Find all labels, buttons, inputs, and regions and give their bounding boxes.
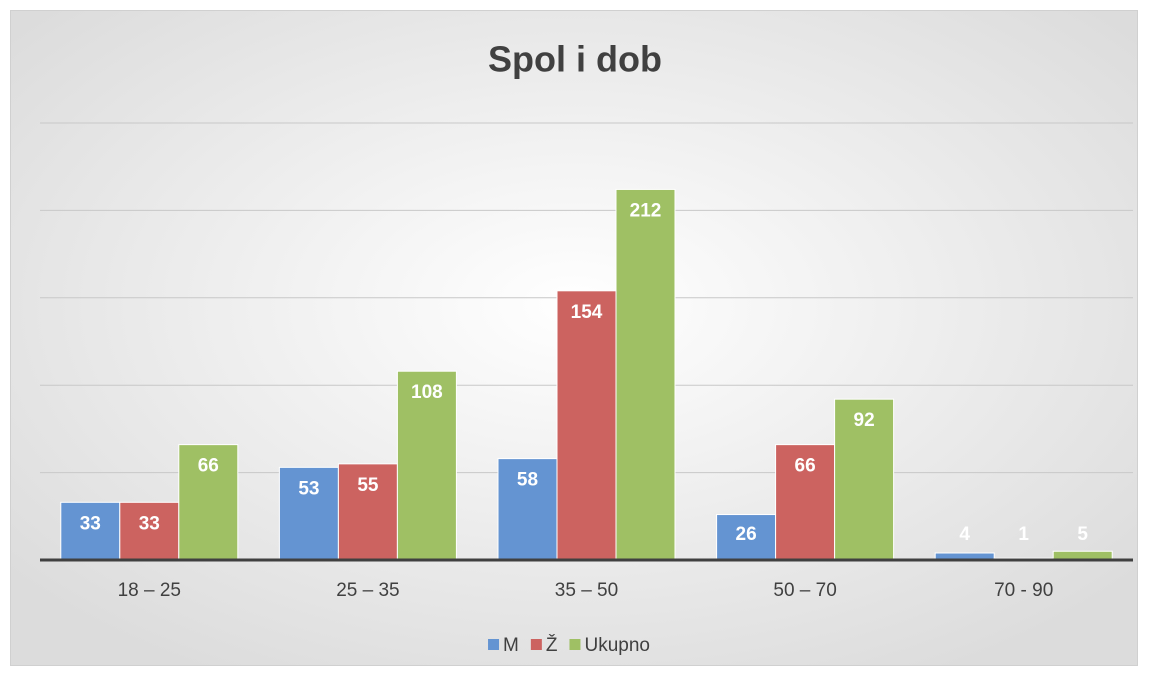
chart-title: Spol i dob [488, 39, 662, 80]
data-label: 108 [411, 382, 443, 403]
data-label: 66 [795, 456, 816, 477]
x-tick-label: 18 – 25 [118, 580, 181, 601]
x-tick-label: 25 – 35 [336, 580, 399, 601]
bar [119, 501, 180, 561]
data-label: 5 [1077, 524, 1088, 545]
bar [716, 514, 777, 561]
data-label: 33 [139, 513, 160, 534]
legend-swatch [488, 639, 500, 650]
legend-label: Ž [546, 634, 558, 656]
data-label: 92 [854, 410, 875, 431]
legend-swatch [569, 639, 581, 650]
bar [178, 444, 239, 561]
bar [556, 290, 617, 561]
data-label: 1 [1018, 524, 1029, 545]
bar [775, 444, 836, 561]
x-tick-label: 35 – 50 [555, 580, 618, 601]
data-label: 33 [80, 513, 101, 534]
x-tick-label: 70 - 90 [994, 580, 1053, 601]
data-label: 212 [630, 200, 662, 221]
data-label: 53 [298, 478, 319, 499]
bar [60, 501, 121, 561]
x-tick-label: 50 – 70 [773, 580, 836, 601]
data-label: 58 [517, 470, 538, 491]
bar [615, 188, 676, 561]
bar [834, 398, 895, 561]
data-label: 154 [571, 302, 603, 323]
legend-swatch [530, 639, 542, 650]
legend: M Ž Ukupno [488, 634, 650, 656]
data-label: 26 [736, 524, 757, 545]
data-label: 55 [357, 475, 379, 496]
legend-label: Ukupno [584, 635, 650, 656]
bar [396, 370, 457, 561]
legend-label: M [503, 635, 519, 656]
data-label: 66 [198, 456, 219, 477]
data-label: 4 [959, 524, 970, 545]
